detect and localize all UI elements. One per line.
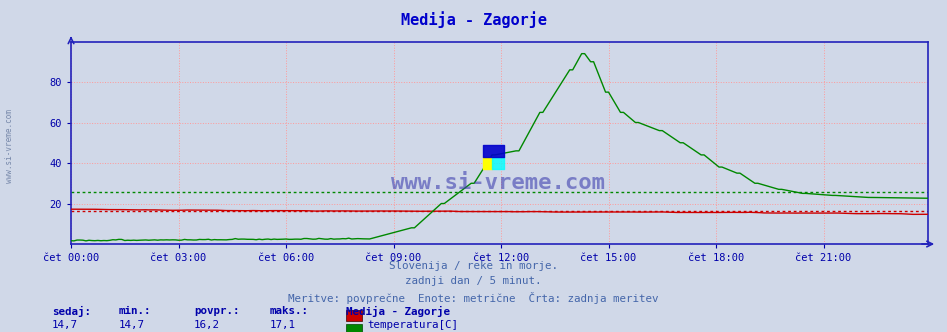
Text: maks.:: maks.: xyxy=(270,306,309,316)
Text: Meritve: povprečne  Enote: metrične  Črta: zadnja meritev: Meritve: povprečne Enote: metrične Črta:… xyxy=(288,292,659,304)
Text: Medija - Zagorje: Medija - Zagorje xyxy=(401,12,546,29)
Text: 14,7: 14,7 xyxy=(52,320,78,330)
Text: 16,2: 16,2 xyxy=(194,320,220,330)
Text: temperatura[C]: temperatura[C] xyxy=(367,320,458,330)
Text: sedaj:: sedaj: xyxy=(52,306,91,317)
Text: povpr.:: povpr.: xyxy=(194,306,240,316)
Text: 14,7: 14,7 xyxy=(118,320,144,330)
Text: min.:: min.: xyxy=(118,306,151,316)
Text: Medija - Zagorje: Medija - Zagorje xyxy=(346,306,450,317)
Text: zadnji dan / 5 minut.: zadnji dan / 5 minut. xyxy=(405,276,542,286)
Text: www.si-vreme.com: www.si-vreme.com xyxy=(391,173,605,193)
Text: Slovenija / reke in morje.: Slovenija / reke in morje. xyxy=(389,261,558,271)
Text: 17,1: 17,1 xyxy=(270,320,295,330)
Text: www.si-vreme.com: www.si-vreme.com xyxy=(5,109,14,183)
